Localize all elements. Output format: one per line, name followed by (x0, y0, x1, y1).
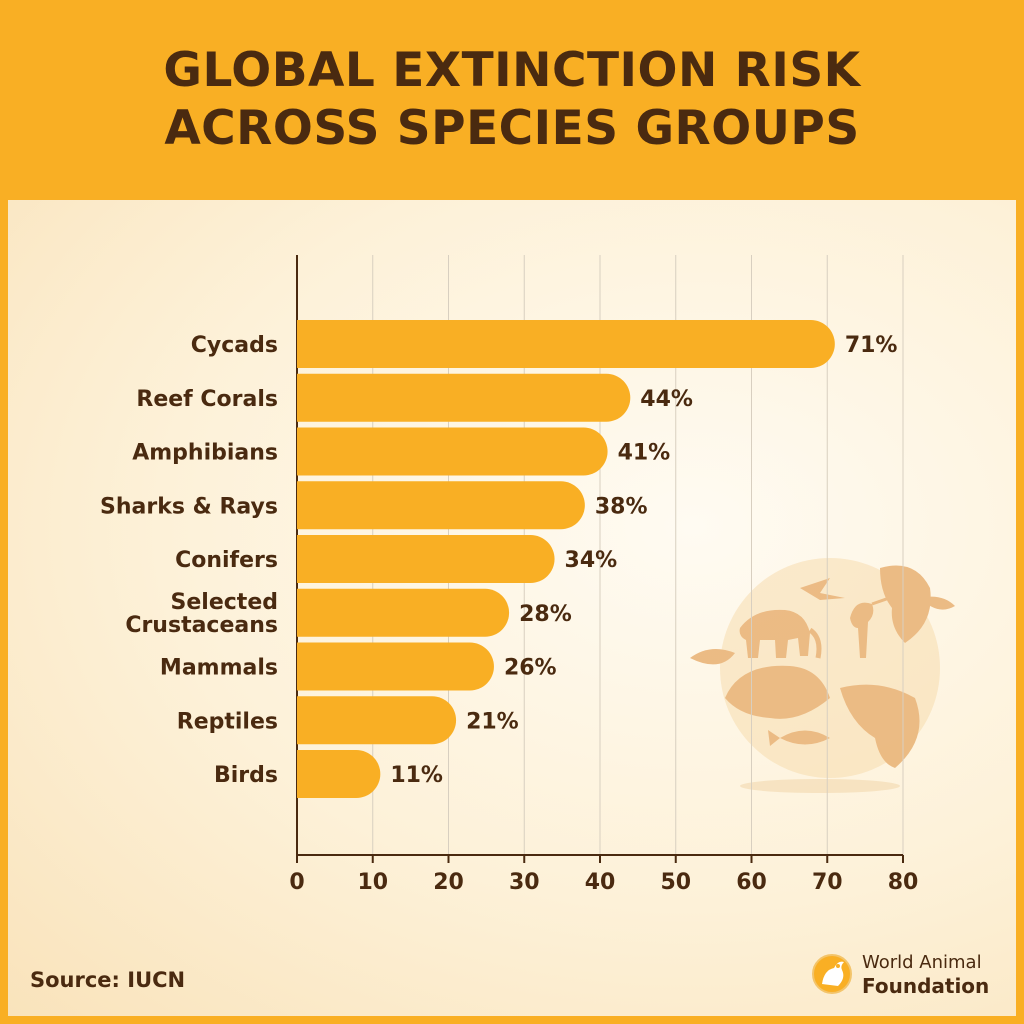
bar-value-label: 34% (565, 548, 618, 573)
source-note: Source: IUCN (30, 968, 186, 992)
bar-value-label: 71% (845, 333, 898, 358)
bar (297, 427, 608, 476)
bar-value-label: 44% (640, 387, 693, 412)
x-tick-label: 80 (888, 870, 919, 895)
category-label: Selected (171, 590, 278, 615)
bar (297, 320, 835, 368)
category-label: Cycads (191, 333, 278, 358)
world-animal-foundation-logo (812, 954, 852, 994)
category-label: Crustaceans (125, 613, 278, 638)
bar (297, 588, 510, 637)
category-label: Conifers (175, 548, 278, 573)
category-label: Sharks & Rays (100, 494, 278, 519)
title-line-2: ACROSS SPECIES GROUPS (164, 101, 860, 156)
globe-wildlife-illustration (690, 558, 955, 793)
x-tick-label: 10 (357, 870, 388, 895)
brand-name-line-1: World Animal (862, 952, 982, 973)
bar (297, 535, 555, 583)
bar (297, 696, 457, 745)
x-tick-label: 20 (433, 870, 464, 895)
bar-value-label: 21% (466, 709, 519, 734)
header: GLOBAL EXTINCTION RISK ACROSS SPECIES GR… (0, 0, 1024, 200)
category-label: Reef Corals (136, 387, 278, 412)
bar-value-label: 38% (595, 494, 648, 519)
bar-value-label: 11% (390, 763, 443, 788)
x-tick-label: 30 (509, 870, 540, 895)
x-tick-label: 60 (736, 870, 767, 895)
category-label: Reptiles (177, 709, 278, 734)
category-label: Amphibians (132, 441, 278, 466)
bar (297, 373, 631, 422)
brand-name-line-2: Foundation (862, 974, 990, 998)
x-tick-label: 0 (289, 870, 304, 895)
bar-value-label: 41% (618, 441, 671, 466)
brand: World Animal Foundation (808, 944, 1008, 1004)
bar (297, 642, 494, 691)
bar (297, 481, 585, 530)
x-tick-label: 70 (812, 870, 843, 895)
bar (297, 750, 381, 798)
title-line-1: GLOBAL EXTINCTION RISK (163, 43, 861, 98)
x-tick-label: 40 (585, 870, 616, 895)
bar-value-label: 26% (504, 656, 557, 681)
category-label: Mammals (160, 656, 278, 681)
x-tick-label: 50 (660, 870, 691, 895)
bar-value-label: 28% (519, 602, 572, 627)
category-label: Birds (214, 763, 278, 788)
